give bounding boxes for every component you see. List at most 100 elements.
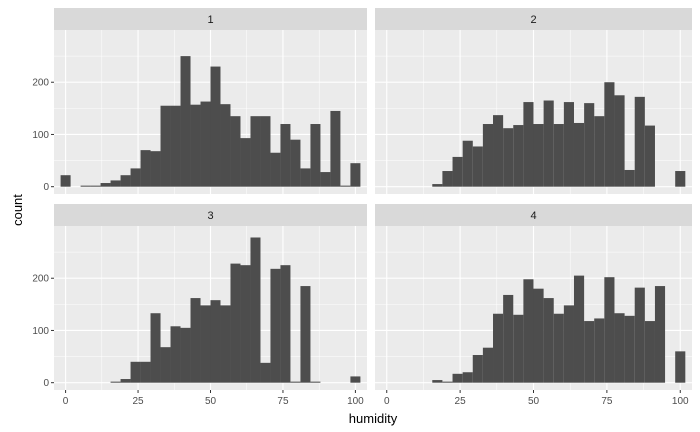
histogram-bar bbox=[604, 82, 615, 187]
histogram-bar bbox=[300, 286, 311, 383]
histogram-bar bbox=[180, 56, 191, 187]
histogram-bar bbox=[472, 146, 483, 187]
histogram-bar bbox=[180, 327, 191, 383]
histogram-bar bbox=[280, 265, 291, 383]
histogram-bar bbox=[624, 315, 635, 383]
histogram-bar bbox=[563, 102, 574, 187]
histogram-bar bbox=[493, 313, 504, 383]
histogram-bar bbox=[220, 104, 231, 187]
histogram-bar bbox=[442, 171, 453, 187]
histogram-bar bbox=[130, 361, 141, 383]
y-tick-label: 200 bbox=[32, 78, 49, 89]
histogram-bar bbox=[350, 376, 361, 383]
histogram-bar bbox=[310, 381, 321, 383]
histogram-bar bbox=[543, 298, 554, 383]
histogram-bar bbox=[270, 268, 281, 383]
facet-strip-label: 3 bbox=[207, 210, 213, 222]
x-tick-label: 25 bbox=[132, 396, 144, 407]
histogram-bar bbox=[190, 298, 201, 383]
histogram-bar bbox=[584, 321, 595, 383]
histogram-bar bbox=[290, 139, 301, 187]
y-tick-label: 0 bbox=[43, 182, 49, 193]
histogram-bar bbox=[472, 355, 483, 383]
histogram-bar bbox=[170, 105, 181, 187]
facet-panel-2: 2 bbox=[375, 8, 692, 194]
histogram-bar bbox=[452, 373, 463, 383]
x-tick-label: 50 bbox=[205, 396, 217, 407]
histogram-bar bbox=[110, 381, 121, 383]
y-tick-label: 100 bbox=[32, 326, 49, 337]
facet-strip bbox=[54, 204, 367, 226]
histogram-bar bbox=[260, 362, 271, 383]
histogram-bar bbox=[230, 116, 241, 187]
histogram-bar bbox=[120, 175, 131, 187]
histogram-bar bbox=[482, 347, 494, 383]
histogram-bar bbox=[644, 125, 655, 187]
x-tick-label: 0 bbox=[384, 396, 390, 407]
histogram-bar bbox=[594, 116, 605, 187]
histogram-bar bbox=[350, 163, 361, 187]
facet-panel-1: 1 0 100 200 bbox=[32, 8, 367, 194]
histogram-bar bbox=[614, 95, 625, 187]
histogram-bar bbox=[614, 313, 625, 383]
histogram-bar bbox=[563, 305, 574, 383]
x-tick-label: 75 bbox=[277, 396, 289, 407]
x-axis-title: humidity bbox=[349, 411, 398, 426]
histogram-bar bbox=[624, 169, 635, 187]
histogram-bar bbox=[654, 286, 666, 383]
histogram-bar bbox=[523, 102, 534, 187]
y-tick-label: 100 bbox=[32, 130, 49, 141]
histogram-bar bbox=[150, 151, 161, 187]
histogram-bar bbox=[553, 124, 564, 187]
histogram-bar bbox=[130, 168, 141, 187]
histogram-bar bbox=[462, 140, 473, 187]
facet-strip-label: 2 bbox=[530, 14, 536, 26]
facet-strip bbox=[375, 8, 692, 30]
histogram-bar bbox=[634, 287, 645, 383]
histogram-bar bbox=[260, 116, 271, 187]
facet-strip-label: 1 bbox=[207, 14, 213, 26]
x-tick-label: 100 bbox=[347, 396, 364, 407]
histogram-bar bbox=[452, 156, 463, 187]
x-tick-label: 75 bbox=[601, 396, 613, 407]
histogram-bar bbox=[250, 237, 261, 383]
x-tick-label: 0 bbox=[63, 396, 69, 407]
histogram-bar bbox=[523, 279, 534, 383]
facet-strip bbox=[375, 204, 692, 226]
histogram-bar bbox=[300, 168, 311, 187]
histogram-bar bbox=[340, 185, 351, 187]
histogram-bar bbox=[220, 305, 231, 383]
facet-strip-label: 4 bbox=[530, 210, 536, 222]
histogram-bar bbox=[462, 372, 473, 383]
histogram-bar bbox=[330, 110, 341, 187]
histogram-bar bbox=[594, 318, 605, 383]
histogram-bar bbox=[442, 381, 453, 383]
histogram-bar bbox=[160, 347, 171, 383]
facet-panel-3: 3 0 100 200 0 25 50 75 100 bbox=[32, 204, 367, 407]
histogram-bar bbox=[270, 152, 281, 187]
histogram-bar bbox=[533, 124, 544, 187]
histogram-bar bbox=[120, 379, 131, 383]
histogram-bar bbox=[573, 275, 585, 383]
histogram-bar bbox=[200, 305, 211, 383]
histogram-bar bbox=[140, 150, 151, 187]
histogram-bar bbox=[290, 381, 301, 383]
x-tick-label: 50 bbox=[528, 396, 540, 407]
histogram-bar bbox=[432, 184, 443, 187]
histogram-bar bbox=[170, 326, 181, 383]
histogram-bar bbox=[634, 96, 645, 187]
histogram-bar bbox=[80, 185, 91, 187]
histogram-bar bbox=[160, 105, 171, 187]
histogram-bar bbox=[482, 124, 494, 187]
histogram-bar bbox=[90, 185, 101, 187]
facet-strip bbox=[54, 8, 367, 30]
histogram-bar bbox=[533, 288, 544, 383]
histogram-bar bbox=[320, 172, 331, 187]
histogram-bar bbox=[200, 101, 211, 187]
histogram-bar bbox=[230, 263, 241, 383]
histogram-bar bbox=[190, 104, 201, 187]
histogram-bar bbox=[280, 124, 291, 187]
histogram-bar bbox=[250, 116, 261, 187]
